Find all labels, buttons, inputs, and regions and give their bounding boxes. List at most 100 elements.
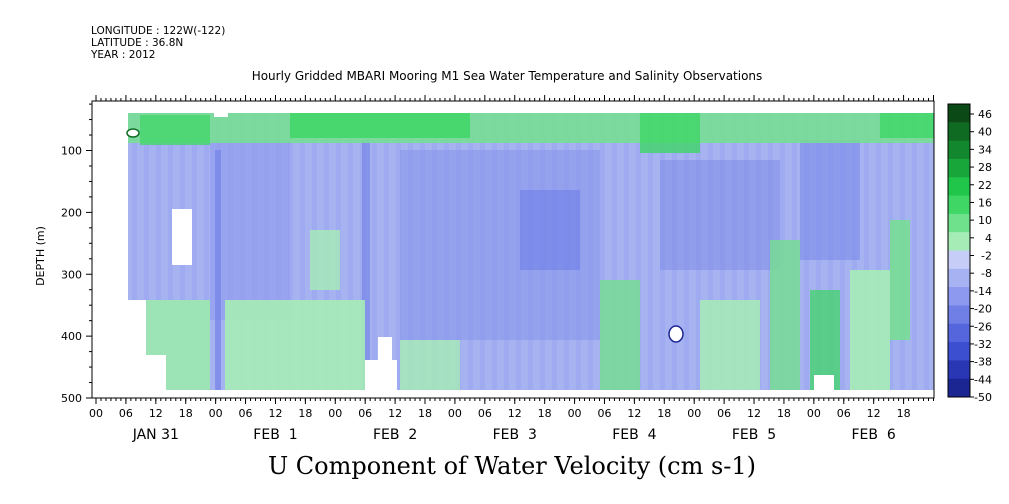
- green-patch: [400, 340, 460, 390]
- x-tick-label: 18: [298, 407, 312, 420]
- chart-bottom-title: U Component of Water Velocity (cm s-1): [267, 452, 757, 480]
- colorbar-label: -14: [974, 285, 992, 298]
- colorbar-label: 40: [978, 126, 992, 139]
- colorbar-label: -26: [974, 320, 992, 333]
- missing-data: [128, 300, 146, 390]
- colorbar-band: [948, 378, 970, 398]
- colorbar-label: 28: [978, 161, 992, 174]
- colorbar-band: [948, 122, 970, 142]
- missing-data: [378, 337, 392, 360]
- x-tick-label: 00: [89, 407, 103, 420]
- missing-data: [126, 128, 140, 138]
- x-tick-label: 12: [388, 407, 402, 420]
- colorbar-frame: [947, 103, 971, 398]
- x-date-label: FEB 4: [612, 427, 656, 443]
- x-tick-label: 06: [239, 407, 253, 420]
- green-patch: [140, 115, 210, 145]
- colorbar-label: -20: [974, 303, 992, 316]
- colorbar-band: [948, 323, 970, 343]
- x-date-label: FEB 3: [493, 427, 537, 443]
- colorbar-band: [948, 342, 970, 361]
- x-tick-label: 00: [328, 407, 342, 420]
- x-tick-label: 12: [268, 407, 282, 420]
- x-tick-label: 18: [777, 407, 791, 420]
- x-tick-label: 18: [897, 407, 911, 420]
- missing-data: [92, 113, 128, 390]
- missing-data: [814, 375, 834, 390]
- latitude-label: LATITUDE : 36.8N: [91, 37, 184, 49]
- x-tick-label: 00: [209, 407, 223, 420]
- colorbar-label: -8: [981, 267, 992, 280]
- blue-band: [210, 140, 290, 320]
- y-tick-label: 400: [61, 330, 82, 343]
- colorbar-band: [948, 213, 970, 233]
- colorbar-band: [948, 268, 970, 288]
- x-tick-label: 06: [717, 407, 731, 420]
- x-tick-label: 00: [807, 407, 821, 420]
- x-tick-label: 06: [478, 407, 492, 420]
- x-tick-label: 12: [508, 407, 522, 420]
- colorbar-band: [948, 195, 970, 215]
- x-tick-label: 06: [597, 407, 611, 420]
- x-date-label: FEB 5: [732, 427, 776, 443]
- green-patch: [310, 230, 340, 290]
- blue-band: [800, 140, 860, 260]
- plot-frame: [91, 100, 935, 399]
- green-patch: [600, 280, 640, 390]
- heatmap-area: [92, 113, 934, 390]
- x-tick-label: 12: [627, 407, 641, 420]
- colorbar-band: [948, 232, 970, 251]
- colorbar-band: [948, 287, 970, 306]
- green-patch: [290, 113, 470, 138]
- green-patch: [890, 220, 910, 340]
- x-tick-label: 12: [149, 407, 163, 420]
- green-patch: [770, 240, 800, 390]
- blue-band: [215, 150, 221, 390]
- x-date-label: FEB 6: [852, 427, 896, 443]
- x-date-label: FEB 1: [253, 427, 297, 443]
- missing-data: [668, 325, 684, 343]
- x-tick-label: 12: [867, 407, 881, 420]
- missing-data: [214, 113, 228, 117]
- colorbar-band: [948, 158, 970, 178]
- colorbar-label: 4: [985, 232, 992, 245]
- x-date-label: FEB 2: [373, 427, 417, 443]
- colorbar-label: 34: [978, 143, 992, 156]
- colorbar-band: [948, 250, 970, 270]
- x-tick-label: 18: [538, 407, 552, 420]
- green-patch: [850, 270, 890, 390]
- x-tick-label: 06: [119, 407, 133, 420]
- x-tick-label: 06: [358, 407, 372, 420]
- blue-band: [660, 160, 780, 270]
- y-axis-label: DEPTH (m): [34, 226, 47, 286]
- y-axis: 100 200 300 400 500: [61, 103, 92, 405]
- colorbar-label: -32: [974, 338, 992, 351]
- colorbar-label: 16: [978, 196, 992, 209]
- colorbar-band: [948, 140, 970, 160]
- x-tick-label: 12: [747, 407, 761, 420]
- y-tick-label: 300: [61, 268, 82, 281]
- colorbar-band: [948, 104, 970, 123]
- green-patch: [810, 290, 840, 390]
- green-surface-band: [92, 113, 934, 143]
- colorbar-label: 10: [978, 214, 992, 227]
- colorbar-label: -38: [974, 356, 992, 369]
- x-axis: 00 06 12 18 00 06 12 18 00 06 12 18 00 06 12 18 00 06 12 18…: [89, 398, 934, 443]
- chart-title: Hourly Gridded MBARI Mooring M1 Sea Wate…: [251, 69, 763, 83]
- colorbar-label: -44: [974, 373, 992, 386]
- x-tick-label: 06: [837, 407, 851, 420]
- y-tick-label: 500: [61, 392, 82, 405]
- x-tick-label: 18: [657, 407, 671, 420]
- missing-data: [146, 355, 166, 390]
- colorbar: 46 40 34 28 22 16 10 4 -2 -8 -14 -20 -26 -32 -38 -44 -50: [947, 103, 992, 404]
- colorbar-band: [948, 177, 970, 197]
- colorbar-label: -2: [981, 250, 992, 263]
- x-tick-label: 18: [418, 407, 432, 420]
- colorbar-band: [948, 305, 970, 325]
- colorbar-band: [948, 360, 970, 380]
- green-patch: [700, 300, 760, 390]
- blue-band: [362, 140, 370, 390]
- top-axis-ticks: [95, 95, 934, 101]
- missing-data: [365, 360, 397, 390]
